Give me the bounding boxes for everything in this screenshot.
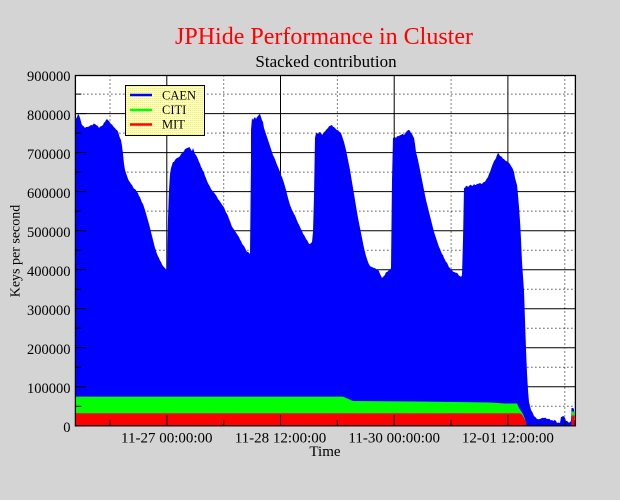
svg-text:Keys per second: Keys per second: [9, 205, 24, 298]
svg-text:CITI: CITI: [162, 103, 186, 117]
svg-text:11-28 12:00:00: 11-28 12:00:00: [235, 431, 327, 447]
svg-text:12-01 12:00:00: 12-01 12:00:00: [462, 431, 554, 447]
svg-text:800000: 800000: [27, 108, 71, 124]
svg-text:600000: 600000: [27, 186, 71, 202]
svg-text:300000: 300000: [27, 303, 71, 319]
svg-text:CAEN: CAEN: [162, 89, 196, 103]
svg-text:500000: 500000: [27, 225, 71, 241]
svg-text:0: 0: [63, 420, 70, 436]
svg-text:Time: Time: [309, 444, 340, 460]
svg-text:100000: 100000: [27, 381, 71, 397]
svg-text:11-30 00:00:00: 11-30 00:00:00: [348, 431, 440, 447]
svg-text:Stacked contribution: Stacked contribution: [255, 52, 397, 71]
svg-text:400000: 400000: [27, 264, 71, 280]
svg-text:MIT: MIT: [162, 118, 185, 132]
svg-text:JPHide Performance in Cluster: JPHide Performance in Cluster: [175, 24, 473, 50]
svg-text:900000: 900000: [27, 69, 71, 85]
svg-text:11-27 00:00:00: 11-27 00:00:00: [121, 431, 213, 447]
svg-text:700000: 700000: [27, 147, 71, 163]
svg-text:200000: 200000: [27, 342, 71, 358]
